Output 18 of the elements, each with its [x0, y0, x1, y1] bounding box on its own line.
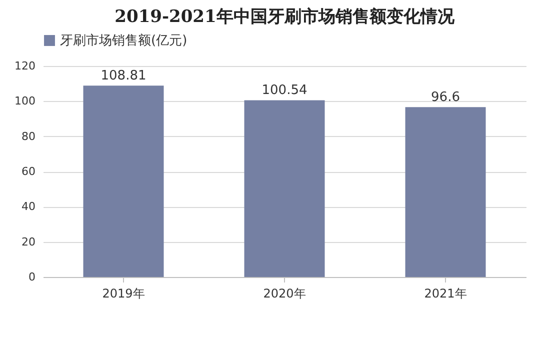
bar: [405, 107, 486, 277]
bar: [244, 100, 325, 277]
y-tick-label: 40: [22, 200, 36, 214]
data-label: 100.54: [262, 83, 308, 98]
x-tick-label: 2020年: [263, 286, 306, 300]
y-tick-label: 80: [22, 130, 36, 143]
y-tick-label: 120: [14, 60, 36, 72]
legend-label: 牙刷市场销售额(亿元): [60, 34, 188, 48]
y-tick-label: 20: [22, 235, 36, 248]
y-tick-label: 0: [28, 270, 36, 284]
chart-title: 2019-2021年中国牙刷市场销售额变化情况: [114, 7, 456, 27]
x-tick-label: 2021年: [424, 286, 467, 300]
x-tick-label: 2019年: [102, 286, 145, 300]
y-tick-label: 100: [14, 94, 36, 108]
data-label: 96.6: [431, 90, 460, 106]
data-label: 108.81: [100, 68, 146, 84]
bar: [83, 86, 164, 277]
y-tick-label: 60: [22, 165, 36, 178]
